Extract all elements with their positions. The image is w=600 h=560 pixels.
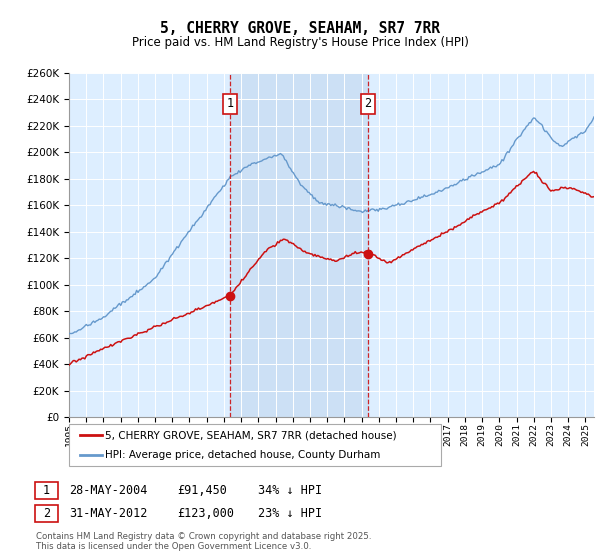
Text: Price paid vs. HM Land Registry's House Price Index (HPI): Price paid vs. HM Land Registry's House … <box>131 36 469 49</box>
Text: 1: 1 <box>227 97 233 110</box>
Text: 23% ↓ HPI: 23% ↓ HPI <box>258 507 322 520</box>
Text: 2: 2 <box>365 97 372 110</box>
Text: £91,450: £91,450 <box>177 484 227 497</box>
Text: 31-MAY-2012: 31-MAY-2012 <box>69 507 148 520</box>
Text: £123,000: £123,000 <box>177 507 234 520</box>
Text: 1: 1 <box>43 484 50 497</box>
Text: 34% ↓ HPI: 34% ↓ HPI <box>258 484 322 497</box>
Text: 5, CHERRY GROVE, SEAHAM, SR7 7RR: 5, CHERRY GROVE, SEAHAM, SR7 7RR <box>160 21 440 36</box>
Bar <box>230 73 368 417</box>
Text: 5, CHERRY GROVE, SEAHAM, SR7 7RR (detached house): 5, CHERRY GROVE, SEAHAM, SR7 7RR (detach… <box>105 430 397 440</box>
Text: Contains HM Land Registry data © Crown copyright and database right 2025.
This d: Contains HM Land Registry data © Crown c… <box>36 532 371 551</box>
Text: 28-MAY-2004: 28-MAY-2004 <box>69 484 148 497</box>
Text: HPI: Average price, detached house, County Durham: HPI: Average price, detached house, Coun… <box>105 450 380 460</box>
Text: 2: 2 <box>43 507 50 520</box>
